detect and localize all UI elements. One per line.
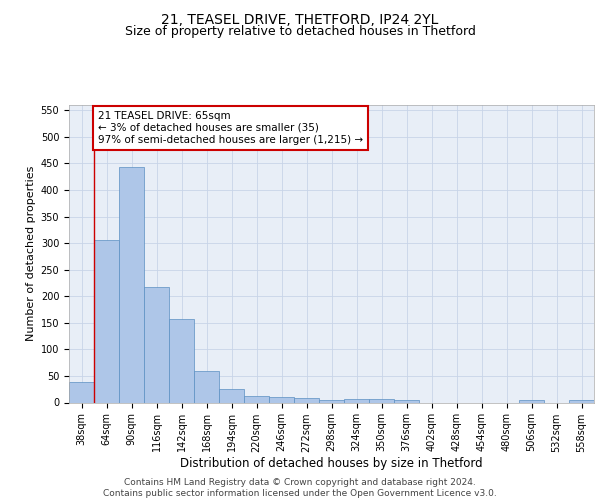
Bar	[269, 397, 294, 402]
Bar	[69, 382, 94, 402]
Bar	[519, 400, 544, 402]
Bar	[294, 398, 319, 402]
X-axis label: Distribution of detached houses by size in Thetford: Distribution of detached houses by size …	[180, 458, 483, 470]
Bar	[144, 286, 169, 403]
Text: 21 TEASEL DRIVE: 65sqm
← 3% of detached houses are smaller (35)
97% of semi-deta: 21 TEASEL DRIVE: 65sqm ← 3% of detached …	[98, 112, 363, 144]
Text: 21, TEASEL DRIVE, THETFORD, IP24 2YL: 21, TEASEL DRIVE, THETFORD, IP24 2YL	[161, 12, 439, 26]
Bar	[194, 370, 219, 402]
Y-axis label: Number of detached properties: Number of detached properties	[26, 166, 37, 342]
Bar	[94, 240, 119, 402]
Bar	[344, 400, 369, 402]
Text: Contains HM Land Registry data © Crown copyright and database right 2024.
Contai: Contains HM Land Registry data © Crown c…	[103, 478, 497, 498]
Bar	[369, 400, 394, 402]
Bar	[569, 400, 594, 402]
Bar	[319, 400, 344, 402]
Bar	[119, 167, 144, 402]
Bar	[394, 400, 419, 402]
Bar	[169, 318, 194, 402]
Bar	[219, 389, 244, 402]
Bar	[244, 396, 269, 402]
Text: Size of property relative to detached houses in Thetford: Size of property relative to detached ho…	[125, 25, 475, 38]
